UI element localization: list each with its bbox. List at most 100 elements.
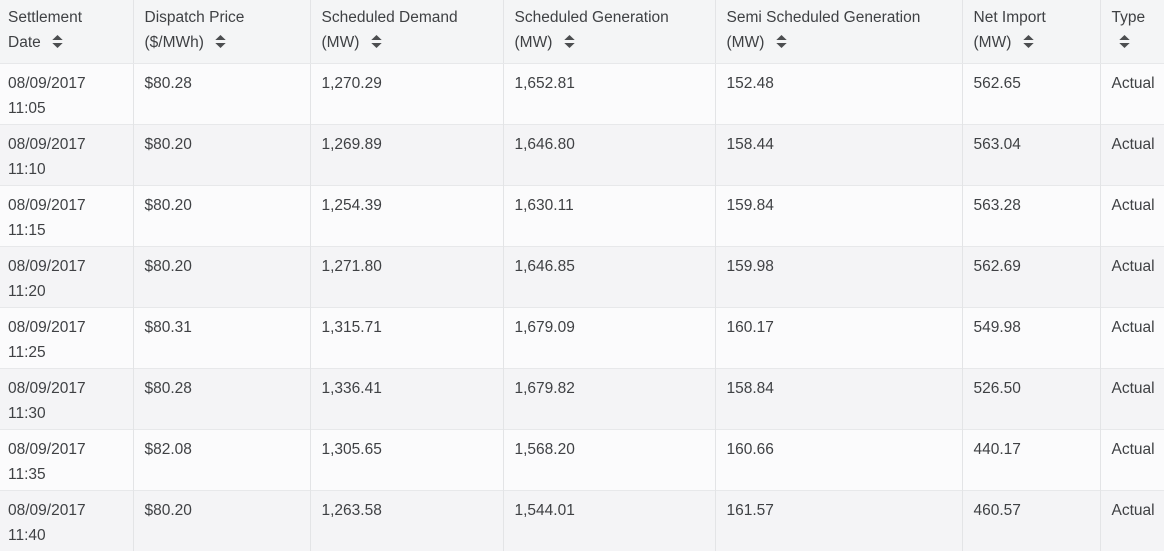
sort-icon[interactable] [563,35,575,48]
dispatch-price-value: $80.20 [144,135,192,153]
net-import-value: 549.98 [973,318,1021,336]
settlement-date-value: 08/09/2017 [8,257,86,275]
cell-scheduled-demand: 1,269.89 [309,123,503,185]
semi-scheduled-generation-value: 158.84 [726,379,774,397]
cell-settlement-date: 08/09/2017 11:20 [0,245,133,307]
settlement-time-value: 11:25 [8,343,46,361]
cell-dispatch-price: $80.20 [132,184,310,246]
scheduled-demand-value: 1,305.65 [321,440,382,458]
cell-net-import: 563.04 [961,123,1100,185]
cell-semi-scheduled-generation: 161.57 [714,489,962,551]
net-import-value: 562.65 [973,74,1021,92]
settlement-date-value: 08/09/2017 [8,379,86,397]
settlement-time-value: 11:20 [8,282,46,300]
semi-scheduled-generation-value: 160.17 [726,318,774,336]
cell-scheduled-generation: 1,679.09 [502,306,715,368]
cell-scheduled-demand: 1,336.41 [309,367,503,429]
cell-semi-scheduled-generation: 160.17 [714,306,962,368]
type-value: Actual [1111,257,1155,275]
net-import-value: 563.28 [973,196,1021,214]
dispatch-price-value: $80.20 [144,501,192,519]
table-row: 08/09/2017 11:35 $82.08 1,305.65 1,568.20 160… [0,428,1164,490]
settlement-time-value: 11:35 [8,465,46,483]
settlement-time-value: 11:15 [8,221,46,239]
type-value: Actual [1111,318,1155,336]
cell-net-import: 563.28 [961,184,1100,246]
scheduled-demand-value: 1,336.41 [321,379,382,397]
scheduled-generation-value: 1,544.01 [514,501,575,519]
cell-semi-scheduled-generation: 159.84 [714,184,962,246]
cell-scheduled-generation: 1,630.11 [502,184,715,246]
scheduled-generation-value: 1,630.11 [514,196,574,214]
cell-type: Actual [1099,306,1164,368]
column-header-net_import[interactable]: Net Import (MW) [961,0,1100,64]
cell-dispatch-price: $82.08 [132,428,310,490]
net-import-value: 460.57 [973,501,1021,519]
sort-icon[interactable] [215,35,226,48]
net-import-value: 562.69 [973,257,1021,275]
column-label: Dispatch Price [144,9,245,26]
cell-settlement-date: 08/09/2017 11:25 [0,306,133,368]
column-header-semi_scheduled_generation[interactable]: Semi Scheduled Generation (MW) [714,0,962,64]
column-label: Net Import [973,9,1046,26]
table-row: 08/09/2017 11:30 $80.28 1,336.41 1,679.82 158… [0,367,1164,429]
table-row: 08/09/2017 11:05 $80.28 1,270.29 1,652.81 152… [0,63,1164,124]
column-header-type[interactable]: Type [1099,0,1164,64]
sort-icon[interactable] [52,35,63,48]
cell-dispatch-price: $80.20 [132,489,310,551]
semi-scheduled-generation-value: 152.48 [726,74,774,92]
cell-settlement-date: 08/09/2017 11:30 [0,367,133,429]
scheduled-generation-value: 1,652.81 [514,74,575,92]
settlement-date-value: 08/09/2017 [8,501,86,519]
type-value: Actual [1111,440,1155,458]
column-header-settlement_date[interactable]: Settlement Date [0,0,133,64]
settlement-time-value: 11:10 [8,160,46,178]
cell-scheduled-demand: 1,305.65 [309,428,503,490]
settlement-time-value: 11:40 [8,526,46,544]
cell-semi-scheduled-generation: 160.66 [714,428,962,490]
table-header: Settlement Date Dispatch Price ($/MWh) Sch… [0,0,1164,64]
column-header-scheduled_demand[interactable]: Scheduled Demand (MW) [309,0,503,64]
cell-net-import: 440.17 [961,428,1100,490]
sort-icon[interactable] [775,35,787,48]
semi-scheduled-generation-value: 158.44 [726,135,774,153]
dispatch-price-value: $80.28 [144,74,192,92]
sort-icon[interactable] [1118,35,1130,48]
cell-semi-scheduled-generation: 158.84 [714,367,962,429]
type-value: Actual [1111,135,1155,153]
settlement-date-value: 08/09/2017 [8,196,86,214]
cell-scheduled-generation: 1,646.85 [502,245,715,307]
sort-icon[interactable] [1022,35,1034,48]
cell-type: Actual [1099,428,1164,490]
column-header-scheduled_generation[interactable]: Scheduled Generation (MW) [502,0,715,64]
header-row: Settlement Date Dispatch Price ($/MWh) Sch… [0,0,1164,64]
column-label: Semi Scheduled Generation [726,9,921,26]
cell-scheduled-demand: 1,263.58 [309,489,503,551]
column-label: Type [1111,9,1146,26]
settlement-date-value: 08/09/2017 [8,74,86,92]
column-unit-label: Date [8,34,41,51]
cell-net-import: 562.69 [961,245,1100,307]
cell-semi-scheduled-generation: 159.98 [714,245,962,307]
cell-settlement-date: 08/09/2017 11:35 [0,428,133,490]
cell-settlement-date: 08/09/2017 11:10 [0,123,133,185]
settlement-time-value: 11:30 [8,404,46,422]
cell-scheduled-generation: 1,568.20 [502,428,715,490]
cell-dispatch-price: $80.31 [132,306,310,368]
scheduled-demand-value: 1,271.80 [321,257,382,275]
table-row: 08/09/2017 11:20 $80.20 1,271.80 1,646.85 159… [0,245,1164,307]
cell-scheduled-generation: 1,646.80 [502,123,715,185]
cell-settlement-date: 08/09/2017 11:40 [0,489,133,551]
semi-scheduled-generation-value: 161.57 [726,501,774,519]
sort-icon[interactable] [370,35,382,48]
type-value: Actual [1111,379,1155,397]
cell-type: Actual [1099,489,1164,551]
column-header-dispatch_price[interactable]: Dispatch Price ($/MWh) [132,0,310,64]
column-unit-label: (MW) [321,34,360,51]
column-unit-label: (MW) [726,34,765,51]
settlement-time-value: 11:05 [8,99,46,117]
cell-scheduled-generation: 1,679.82 [502,367,715,429]
dispatch-price-value: $80.20 [144,196,192,214]
cell-type: Actual [1099,63,1164,124]
cell-net-import: 460.57 [961,489,1100,551]
